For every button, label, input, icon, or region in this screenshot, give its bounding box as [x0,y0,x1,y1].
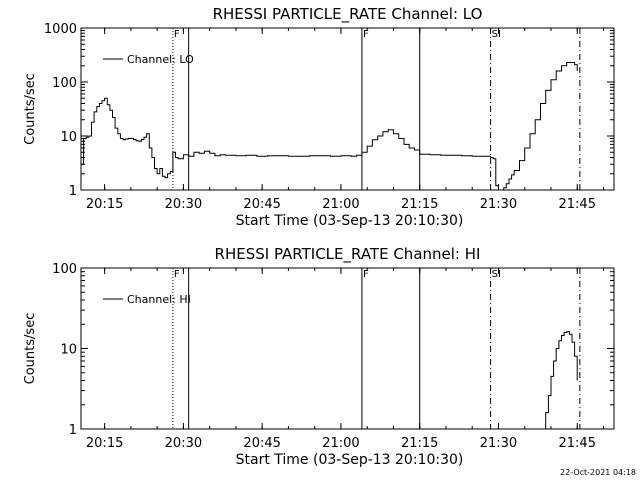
legend-entry: Channel: LO [127,53,194,66]
x-tick-label: 21:45 [559,197,596,212]
date-stamp: 22-Oct-2021 04:18 [560,468,636,477]
y-tick-label: 1 [69,184,77,199]
x-tick-label: 21:15 [401,436,438,451]
event-marker-label: F [174,269,180,280]
x-tick-label: 21:30 [480,197,517,212]
y-tick-label: 1 [69,423,77,438]
y-axis-label: Counts/sec [23,73,38,145]
panel-lo: RHESSI PARTICLE_RATE Channel: LO 20:15 20:… [23,5,615,229]
y-tick-label: 10 [60,343,77,358]
y-axis-label: Counts/sec [23,313,38,385]
legend-entry: Channel: HI [127,293,191,306]
series-line [543,331,578,430]
chart-title: RHESSI PARTICLE_RATE Channel: LO [213,5,483,24]
event-marker-label: F [174,29,180,40]
x-tick-label: 20:15 [86,436,123,451]
x-tick-label: 21:00 [322,197,359,212]
x-tick-label: 21:30 [480,436,517,451]
event-marker-label: SI [492,29,501,40]
x-tick-label: 20:15 [86,197,123,212]
series-line [81,62,578,191]
plot-frame [80,27,615,191]
x-tick-label: 20:30 [165,197,202,212]
y-tick-label: 10 [60,130,77,145]
y-tick-label: 1000 [44,22,77,37]
x-tick-label: 21:15 [401,197,438,212]
event-marker-label: F [363,269,369,280]
event-marker-label: SI [492,269,501,280]
x-tick-label: 20:45 [243,197,280,212]
x-tick-label: 20:30 [165,436,202,451]
event-marker-label: F [363,29,369,40]
x-axis-label: Start Time (03-Sep-13 20:10:30) [236,452,464,468]
panel-hi: RHESSI PARTICLE_RATE Channel: HI 20:15 20:… [23,245,615,468]
chart-title: RHESSI PARTICLE_RATE Channel: HI [215,245,481,264]
x-tick-label: 21:45 [559,436,596,451]
y-tick-label: 100 [52,76,77,91]
x-tick-label: 21:00 [322,436,359,451]
x-tick-label: 20:45 [243,436,280,451]
y-tick-label: 100 [52,262,77,277]
x-axis-label: Start Time (03-Sep-13 20:10:30) [236,213,464,229]
